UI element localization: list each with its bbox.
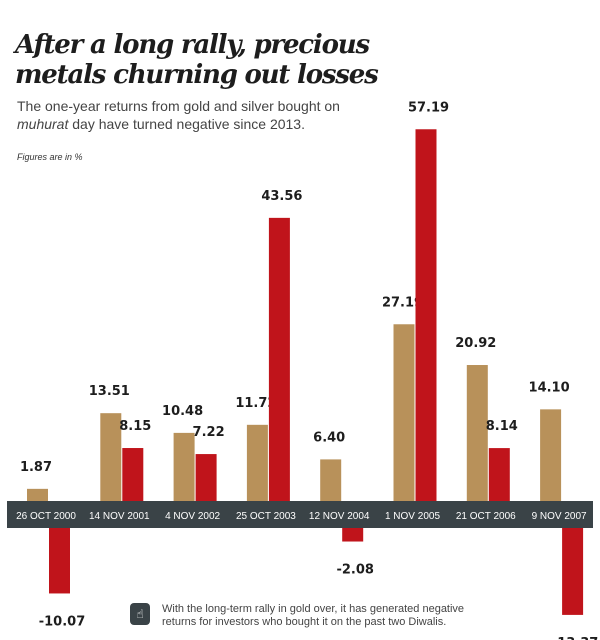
subtitle-emphasis: muhurat [17,116,69,132]
chart-title: After a long rally, precious metals chur… [15,30,379,90]
silver-bar [342,528,364,542]
silver-value-label: 7.22 [193,425,225,440]
gold-bar [173,432,195,501]
pointing-hand-icon: ☝ [130,603,150,625]
gold-value-label: 27.19 [382,295,423,310]
silver-value-label: 8.14 [486,419,518,434]
gold-bar [540,409,562,501]
subtitle-text-end: day have turned negative since 2013. [68,116,305,132]
silver-bar [415,129,437,501]
gold-bar [466,365,488,501]
silver-bar [49,528,70,594]
gold-value-label: 13.51 [89,384,130,399]
x-tick-label: 14 NOV 2001 [89,511,150,522]
silver-bar [122,448,144,501]
silver-bar [268,217,290,502]
gold-value-label: 11.72 [235,396,276,411]
footnote: With the long-term rally in gold over, i… [162,603,465,628]
gold-value-label: 20.92 [455,336,496,351]
gold-bar [27,488,48,501]
silver-value-label: -2.08 [336,563,373,578]
gold-bar [100,413,122,501]
gold-value-label: 1.87 [20,460,52,475]
gold-value-label: 6.40 [313,430,345,445]
gold-bar [393,324,415,501]
x-tick-label: 9 NOV 2007 [532,511,587,522]
gold-bar [320,459,342,501]
units-note: Figures are in % [17,152,83,162]
x-tick-label: 26 OCT 2000 [16,511,76,522]
x-tick-label: 12 NOV 2004 [309,511,370,522]
silver-bar [562,528,584,615]
silver-bar [488,448,510,501]
x-axis-band [7,501,593,528]
x-tick-label: 25 OCT 2003 [236,511,296,522]
silver-value-label: 8.15 [119,419,151,434]
gold-bar [246,424,268,501]
x-tick-label: 4 NOV 2002 [165,511,220,522]
silver-value-label: -13.37 [552,636,599,640]
silver-value-label: 57.19 [408,100,449,115]
silver-value-label: -10.07 [39,614,86,629]
subtitle-text: The one-year returns from gold and silve… [17,98,340,114]
chart-subtitle: The one-year returns from gold and silve… [17,97,347,133]
silver-value-label: 43.56 [261,189,302,204]
x-tick-label: 21 OCT 2006 [456,511,516,522]
x-tick-label: 1 NOV 2005 [385,511,440,522]
silver-bar [195,454,217,501]
gold-value-label: 14.10 [529,380,570,395]
gold-value-label: 10.48 [162,404,203,419]
